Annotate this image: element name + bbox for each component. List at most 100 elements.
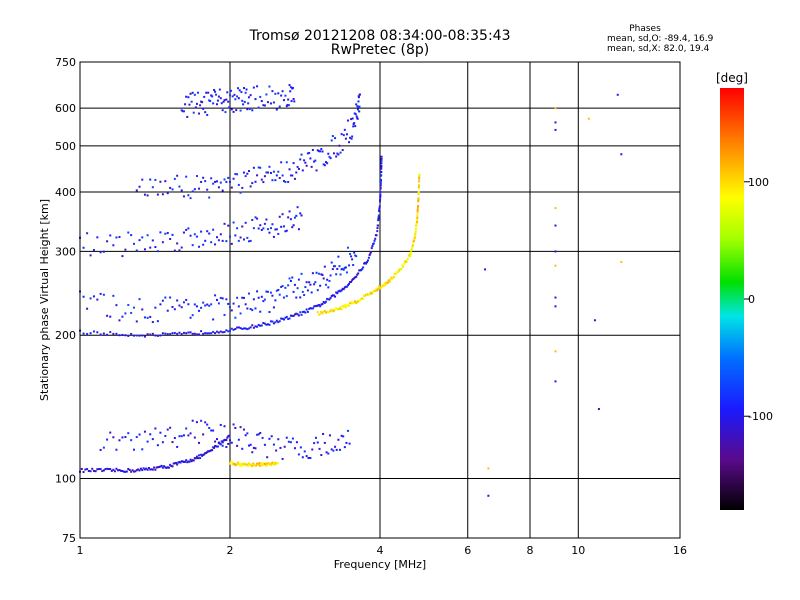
echo-point bbox=[306, 310, 309, 313]
echo-point bbox=[257, 463, 260, 466]
echo-point bbox=[118, 236, 121, 239]
echo-point bbox=[299, 296, 302, 299]
echo-point bbox=[260, 295, 263, 298]
echo-point bbox=[334, 445, 337, 448]
stats-header: Phases bbox=[629, 24, 661, 34]
echo-point bbox=[256, 217, 259, 220]
echo-point bbox=[316, 441, 319, 444]
echo-point bbox=[252, 326, 255, 329]
echo-point bbox=[132, 242, 135, 245]
echo-point bbox=[328, 279, 331, 282]
echo-point bbox=[346, 119, 349, 122]
echo-point bbox=[176, 242, 179, 245]
echo-point bbox=[301, 169, 304, 172]
echo-point bbox=[191, 314, 194, 317]
echo-point bbox=[189, 197, 192, 200]
echo-point bbox=[410, 249, 413, 252]
echo-point bbox=[141, 178, 144, 181]
echo-point bbox=[146, 440, 149, 443]
echo-point bbox=[411, 244, 414, 247]
echo-point bbox=[340, 268, 343, 271]
echo-point bbox=[202, 433, 205, 436]
echo-point bbox=[229, 235, 231, 238]
echo-point bbox=[249, 326, 252, 329]
echo-point bbox=[327, 311, 330, 314]
echo-point bbox=[274, 228, 277, 231]
echo-point bbox=[278, 177, 281, 180]
echo-point bbox=[316, 289, 319, 292]
echo-point bbox=[292, 162, 295, 165]
echo-point bbox=[166, 309, 169, 312]
echo-point bbox=[146, 468, 149, 471]
colorbar-label: [deg] bbox=[716, 71, 748, 85]
echo-point bbox=[304, 286, 307, 289]
echo-point bbox=[130, 439, 133, 442]
echo-point bbox=[487, 467, 490, 470]
echo-point bbox=[277, 92, 280, 95]
echo-point bbox=[345, 304, 348, 307]
echo-point bbox=[244, 175, 247, 178]
echo-point bbox=[216, 445, 219, 448]
echo-point bbox=[185, 459, 188, 462]
echo-point bbox=[202, 176, 205, 179]
echo-point bbox=[300, 272, 303, 275]
echo-point bbox=[392, 275, 395, 278]
echo-point bbox=[376, 224, 379, 227]
echo-point bbox=[341, 304, 344, 307]
echo-point bbox=[288, 210, 291, 213]
echo-point bbox=[180, 333, 183, 336]
echo-point bbox=[249, 94, 252, 97]
echo-point bbox=[380, 167, 383, 170]
echo-point bbox=[130, 470, 133, 473]
echo-point bbox=[169, 333, 172, 336]
echo-point bbox=[165, 466, 168, 469]
echo-point bbox=[86, 468, 89, 471]
echo-point bbox=[121, 436, 124, 439]
y-tick-label: 200 bbox=[55, 329, 76, 342]
echo-point bbox=[193, 436, 196, 439]
echo-point bbox=[252, 463, 255, 466]
echo-point bbox=[315, 305, 318, 308]
colorbar-tick-label: -100 bbox=[748, 410, 773, 423]
echo-point bbox=[161, 241, 164, 244]
echo-point bbox=[337, 438, 340, 441]
echo-point bbox=[156, 334, 159, 337]
echo-point bbox=[275, 108, 278, 111]
echo-point bbox=[219, 330, 222, 333]
echo-point bbox=[210, 303, 213, 306]
echo-point bbox=[96, 468, 99, 471]
echo-point bbox=[291, 276, 294, 279]
echo-point bbox=[379, 200, 381, 203]
echo-point bbox=[305, 164, 308, 167]
echo-point bbox=[346, 246, 349, 249]
echo-point bbox=[138, 298, 141, 301]
echo-point bbox=[82, 246, 85, 249]
echo-point bbox=[212, 102, 215, 105]
echo-point bbox=[295, 171, 298, 174]
echo-point bbox=[354, 300, 357, 303]
echo-point bbox=[353, 122, 356, 125]
echo-point bbox=[293, 313, 296, 316]
echo-point bbox=[414, 235, 417, 238]
echo-point bbox=[354, 276, 357, 279]
x-tick-label: 6 bbox=[464, 544, 471, 557]
echo-point bbox=[321, 274, 324, 277]
echo-point bbox=[305, 455, 308, 458]
echo-point bbox=[151, 239, 154, 242]
echo-point bbox=[287, 440, 290, 443]
echo-point bbox=[316, 149, 319, 152]
echo-point bbox=[128, 469, 131, 472]
echo-point bbox=[141, 308, 144, 311]
echo-point bbox=[251, 464, 254, 467]
echo-point bbox=[82, 295, 85, 298]
echo-point bbox=[287, 180, 290, 183]
echo-point bbox=[227, 176, 230, 179]
echo-point bbox=[293, 447, 296, 450]
echo-point bbox=[96, 236, 99, 239]
echo-point bbox=[89, 297, 92, 300]
echo-point bbox=[332, 294, 335, 297]
echo-point bbox=[348, 304, 351, 307]
echo-point bbox=[337, 290, 340, 293]
echo-point bbox=[334, 265, 337, 268]
echo-point bbox=[96, 331, 99, 334]
